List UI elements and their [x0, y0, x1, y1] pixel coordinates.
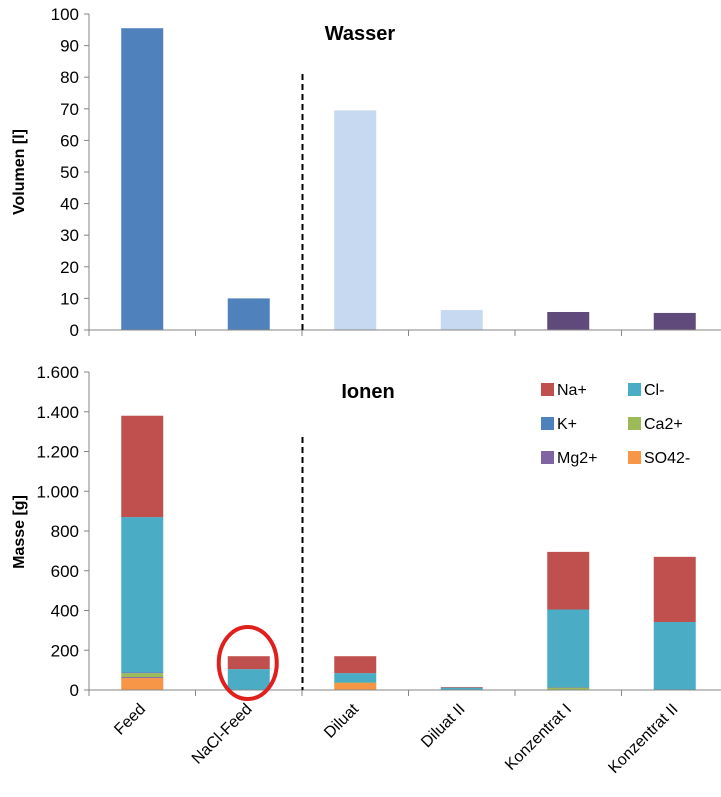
bar-segment-feed-ca2 [121, 673, 164, 678]
y-tick-label: 1.200 [36, 443, 79, 462]
bar-diluat [334, 110, 377, 330]
legend-swatch-so42 [628, 451, 641, 464]
y-axis-label-ionen: Masse [g] [11, 495, 28, 569]
panel-title-wasser: Wasser [325, 23, 396, 45]
y-tick-label: 1.600 [36, 363, 79, 382]
bar-segment-konzentrat-i-k [547, 687, 590, 688]
x-category-label-konzentrat-ii: Konzentrat II [605, 701, 681, 777]
y-tick-label: 800 [51, 522, 79, 541]
bar-segment-konzentrat-ii-cl [653, 622, 696, 690]
y-tick-label: 30 [60, 226, 79, 245]
x-category-label-diluat-ii: Diluat II [418, 701, 468, 751]
bar-segment-diluat-ii-cl [440, 687, 483, 690]
bar-segment-konzentrat-ii-na [653, 556, 696, 623]
bar-segment-diluat-cl [334, 673, 377, 683]
axes-ionen [88, 372, 721, 696]
bar-nacl-feed [227, 298, 270, 330]
y-tick-label: 400 [51, 602, 79, 621]
bar-segment-feed-so42 [121, 678, 164, 690]
y-tick-label: 50 [60, 163, 79, 182]
bar-konzentrat-ii [653, 312, 696, 330]
legend-label-na: Na+ [557, 382, 587, 399]
bar-segment-feed-cl [121, 517, 164, 673]
panel-ionen: Ionen Masse [g] 0 200 400 600 800 1.000 1.200 1… [11, 363, 721, 777]
bar-segment-feed-mg2 [121, 677, 164, 679]
y-tick-label: 70 [60, 100, 79, 119]
y-tick-label: 90 [60, 37, 79, 56]
bar-segment-nacl-feed-cl [227, 669, 270, 690]
x-tick-labels: Feed NaCl-Feed Diluat Diluat II Konzentrat I… [111, 700, 681, 777]
x-category-label-diluat: Diluat [321, 700, 362, 741]
bar-segment-diluat-ii-na [440, 687, 483, 688]
y-tick-label: 20 [60, 258, 79, 277]
highlight-ellipse-nacl-feed [216, 625, 279, 701]
bar-feed [121, 28, 164, 330]
highlight-ellipse [216, 625, 279, 701]
legend-swatch-na [541, 383, 554, 396]
axes-wasser [88, 14, 721, 336]
legend-ionen: Na+ Cl- K+ Ca2+ Mg2+ SO42- [541, 382, 690, 467]
bar-konzentrat-i [547, 311, 590, 330]
legend-label-mg2: Mg2+ [557, 450, 597, 467]
y-tick-label: 100 [51, 5, 79, 24]
y-tick-label: 200 [51, 641, 79, 660]
legend-swatch-cl [628, 383, 641, 396]
y-tick-label: 80 [60, 68, 79, 87]
y-tick-label: 0 [70, 681, 79, 700]
bar-segment-feed-na [121, 415, 164, 518]
y-ticks-wasser: 0 10 20 30 40 50 60 70 80 90 100 [51, 5, 89, 340]
legend-swatch-k [541, 417, 554, 430]
bar-segment-konzentrat-i-ca2 [547, 687, 590, 690]
y-axis-label-wasser: Volumen [l] [11, 129, 28, 215]
bar-segment-diluat-so42 [334, 683, 377, 690]
bars-wasser [121, 28, 696, 330]
bar-segment-feed-k [121, 672, 164, 674]
bar-segment-konzentrat-i-cl [547, 609, 590, 688]
y-tick-label: 40 [60, 195, 79, 214]
bar-diluat-ii [440, 310, 483, 330]
y-tick-label: 0 [70, 321, 79, 340]
bar-segment-diluat-na [334, 656, 377, 674]
bar-segment-diluat-ca2 [334, 682, 377, 684]
legend-swatch-mg2 [541, 451, 554, 464]
legend-label-so42: SO42- [644, 450, 690, 467]
bar-segment-nacl-feed-na [227, 656, 270, 670]
bars-ionen [121, 415, 696, 690]
legend-swatch-ca2 [628, 417, 641, 430]
legend-label-k: K+ [557, 416, 577, 433]
y-tick-label: 60 [60, 131, 79, 150]
x-category-label-konzentrat-i: Konzentrat I [502, 701, 575, 774]
y-tick-label: 1.400 [36, 403, 79, 422]
legend-label-ca2: Ca2+ [644, 416, 683, 433]
bar-segment-konzentrat-i-na [547, 551, 590, 610]
y-tick-label: 1.000 [36, 482, 79, 501]
x-category-label-feed: Feed [111, 701, 149, 739]
legend-label-cl: Cl- [644, 382, 664, 399]
panel-title-ionen: Ionen [341, 381, 394, 403]
y-tick-label: 10 [60, 289, 79, 308]
y-ticks-ionen: 0 200 400 600 800 1.000 1.200 1.400 1.600 [36, 363, 89, 700]
panel-wasser: Wasser Volumen [l] 0 10 20 30 40 50 60 70 80 90 10… [11, 5, 721, 340]
y-tick-label: 600 [51, 562, 79, 581]
x-category-label-nacl-feed: NaCl-Feed [189, 701, 256, 768]
